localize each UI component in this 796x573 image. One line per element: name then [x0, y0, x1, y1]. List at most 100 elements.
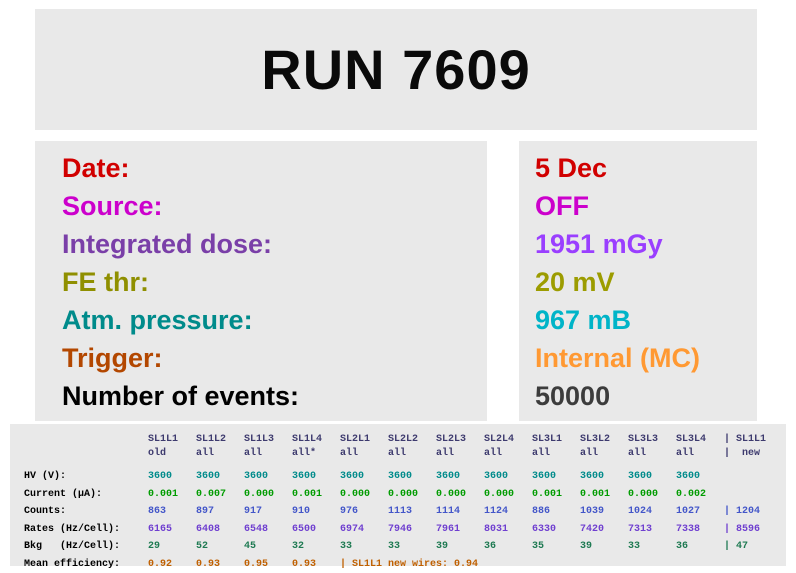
cell: 3600 — [388, 468, 436, 486]
cell: 3600 — [580, 468, 628, 486]
cell — [724, 468, 786, 486]
cell: 7946 — [388, 521, 436, 539]
cell: 3600 — [148, 468, 196, 486]
cell: 976 — [340, 503, 388, 521]
info-label-date: Date: — [62, 149, 487, 187]
info-value-fe-thr: 20 mV — [535, 263, 757, 301]
cell: 3600 — [676, 468, 724, 486]
cell: 0.000 — [484, 486, 532, 504]
cell: 3600 — [292, 468, 340, 486]
col-header: SL3L1 — [532, 433, 580, 447]
info-label-fe-thr: FE thr: — [62, 263, 487, 301]
table-row-bkg: Bkg (Hz/Cell): 29 52 45 32 33 33 39 36 3… — [24, 538, 786, 556]
cell: 7338 — [676, 521, 724, 539]
col-header: SL1L3 — [244, 433, 292, 447]
col-header: SL2L4 — [484, 433, 532, 447]
cell: 45 — [244, 538, 292, 556]
cell: 6500 — [292, 521, 340, 539]
cell: 7313 — [628, 521, 676, 539]
cell: 6330 — [532, 521, 580, 539]
col-subheader: all — [484, 447, 532, 461]
col-header: SL2L2 — [388, 433, 436, 447]
cell: 1027 — [676, 503, 724, 521]
table-header-row: SL1L1 SL1L2 SL1L3 SL1L4 SL2L1 SL2L2 SL2L… — [24, 433, 786, 447]
cell: 6408 — [196, 521, 244, 539]
info-value-events: 50000 — [535, 377, 757, 415]
cell: 52 — [196, 538, 244, 556]
cell: | 47 — [724, 538, 786, 556]
table-row-current: Current (µA): 0.001 0.007 0.000 0.001 0.… — [24, 486, 786, 504]
info-value-source: OFF — [535, 187, 757, 225]
cell: 1114 — [436, 503, 484, 521]
row-label: Counts: — [24, 503, 148, 521]
cell: 7420 — [580, 521, 628, 539]
cell: | 1204 — [724, 503, 786, 521]
cell: 3600 — [196, 468, 244, 486]
cell: 7961 — [436, 521, 484, 539]
cell: 3600 — [340, 468, 388, 486]
corner-cell — [24, 447, 148, 461]
cell: 0.95 — [244, 556, 292, 573]
cell: 3600 — [244, 468, 292, 486]
cell: 0.93 — [196, 556, 244, 573]
col-header: SL1L1 — [148, 433, 196, 447]
cell: 0.007 — [196, 486, 244, 504]
table-row-hv: HV (V): 3600 3600 3600 3600 3600 3600 36… — [24, 468, 786, 486]
cell: | 8596 — [724, 521, 786, 539]
cell: 886 — [532, 503, 580, 521]
cell: 897 — [196, 503, 244, 521]
cell — [724, 486, 786, 504]
cell: 0.001 — [148, 486, 196, 504]
col-subheader: | new — [724, 447, 786, 461]
col-subheader: all — [628, 447, 676, 461]
cell: 1039 — [580, 503, 628, 521]
cell: 36 — [484, 538, 532, 556]
info-label-pressure: Atm. pressure: — [62, 301, 487, 339]
cell: 6548 — [244, 521, 292, 539]
cell: 33 — [340, 538, 388, 556]
table-row-efficiency: Mean efficiency: 0.92 0.93 0.95 0.93 | S… — [24, 556, 786, 573]
cell: 1024 — [628, 503, 676, 521]
cell: 0.000 — [244, 486, 292, 504]
col-subheader: all — [676, 447, 724, 461]
cell: 39 — [580, 538, 628, 556]
cell: 29 — [148, 538, 196, 556]
cell: 1124 — [484, 503, 532, 521]
cell: 0.000 — [436, 486, 484, 504]
col-subheader: all — [532, 447, 580, 461]
cell: 3600 — [484, 468, 532, 486]
col-subheader: all — [580, 447, 628, 461]
info-label-source: Source: — [62, 187, 487, 225]
info-value-trigger: Internal (MC) — [535, 339, 757, 377]
cell: 1113 — [388, 503, 436, 521]
table-row-counts: Counts: 863 897 917 910 976 1113 1114 11… — [24, 503, 786, 521]
cell: 32 — [292, 538, 340, 556]
col-header: SL1L2 — [196, 433, 244, 447]
cell: 0.000 — [340, 486, 388, 504]
col-subheader: all — [196, 447, 244, 461]
cell: 0.000 — [388, 486, 436, 504]
cell: 0.001 — [532, 486, 580, 504]
table-row-rates: Rates (Hz/Cell): 6165 6408 6548 6500 697… — [24, 521, 786, 539]
cell: 0.92 — [148, 556, 196, 573]
cell: 0.000 — [628, 486, 676, 504]
cell: 6974 — [340, 521, 388, 539]
efficiency-note: | SL1L1 new wires: 0.94 — [340, 556, 786, 573]
col-subheader: all — [436, 447, 484, 461]
cell: 0.001 — [580, 486, 628, 504]
row-label: HV (V): — [24, 468, 148, 486]
cell: 35 — [532, 538, 580, 556]
info-value-date: 5 Dec — [535, 149, 757, 187]
cell: 33 — [628, 538, 676, 556]
cell: 3600 — [532, 468, 580, 486]
col-header: SL3L2 — [580, 433, 628, 447]
cell: 863 — [148, 503, 196, 521]
info-value-pressure: 967 mB — [535, 301, 757, 339]
cell: 3600 — [436, 468, 484, 486]
col-header: SL1L4 — [292, 433, 340, 447]
col-subheader: all — [244, 447, 292, 461]
cell: 8031 — [484, 521, 532, 539]
col-header: | SL1L1 — [724, 433, 786, 447]
info-label-dose: Integrated dose: — [62, 225, 487, 263]
col-subheader: all* — [292, 447, 340, 461]
